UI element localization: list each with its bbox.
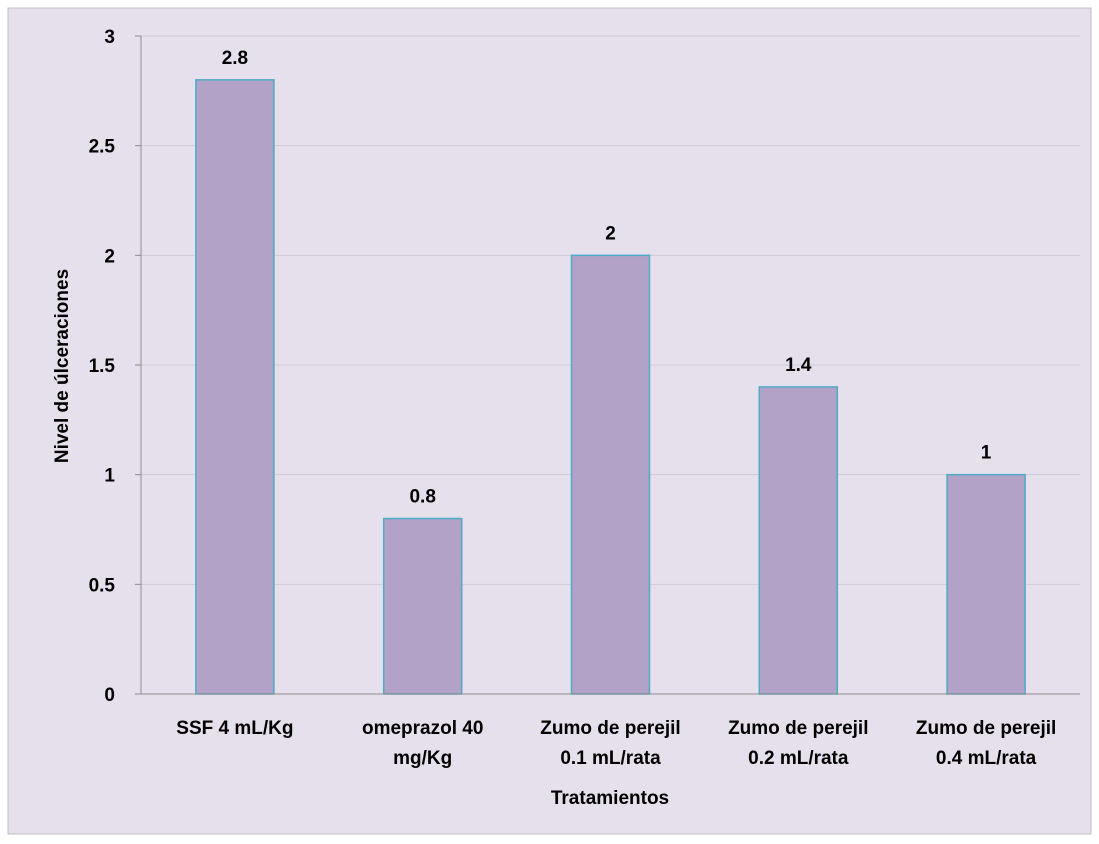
x-axis-title: Tratamientos: [551, 788, 669, 809]
data-labels: 2.8 0.8 2 1.4 1: [222, 48, 992, 508]
data-label: 2: [605, 223, 616, 244]
bar: [946, 473, 1026, 695]
x-category-label-line: Zumo de perejil: [728, 718, 868, 739]
x-category-label-line: 0.2 mL/rata: [748, 748, 849, 769]
y-tick-label: 1.5: [89, 356, 116, 377]
y-tick-label: 3: [104, 27, 115, 48]
x-category-label-line: Zumo de perejil: [540, 718, 680, 739]
y-tick-label: 2.5: [89, 137, 116, 158]
y-tick-label: 0: [104, 685, 115, 706]
data-label: 1.4: [785, 355, 812, 376]
bar: [570, 254, 651, 695]
data-label: 1: [981, 443, 992, 464]
x-category-label-line: 0.1 mL/rata: [560, 748, 661, 769]
x-category-label-line: mg/Kg: [393, 748, 452, 769]
x-category-label: Zumo de perejil 0.1 mL/rata: [540, 718, 680, 769]
x-category-label: SSF 4 mL/Kg: [176, 718, 293, 739]
x-category-label: Zumo de perejil 0.4 mL/rata: [916, 718, 1056, 769]
y-tick-label: 2: [104, 246, 115, 267]
axes: [135, 35, 1080, 695]
chart-background: [7, 7, 1092, 835]
bars: [195, 79, 1026, 695]
x-category-label-line: Zumo de perejil: [916, 718, 1056, 739]
y-tick-label: 0.5: [89, 575, 116, 596]
x-category-label-line: omeprazol 40: [362, 718, 483, 739]
data-label: 0.8: [409, 487, 435, 508]
data-label: 2.8: [222, 48, 248, 69]
bar: [758, 386, 839, 695]
y-tick-labels: 0 0.5 1 1.5 2 2.5 3: [89, 27, 116, 706]
y-tick-label: 1: [104, 466, 115, 487]
y-axis-title: Nivel de úlceraciones: [52, 269, 73, 463]
bar: [195, 79, 275, 695]
x-category-label: Zumo de perejil 0.2 mL/rata: [728, 718, 868, 769]
bar: [382, 517, 463, 695]
x-category-label: omeprazol 40 mg/Kg: [362, 718, 483, 769]
x-category-label-line: SSF 4 mL/Kg: [176, 718, 293, 739]
x-category-labels: SSF 4 mL/Kg omeprazol 40 mg/Kg Zumo de pere…: [176, 718, 1056, 769]
x-category-label-line: 0.4 mL/rata: [936, 748, 1037, 769]
